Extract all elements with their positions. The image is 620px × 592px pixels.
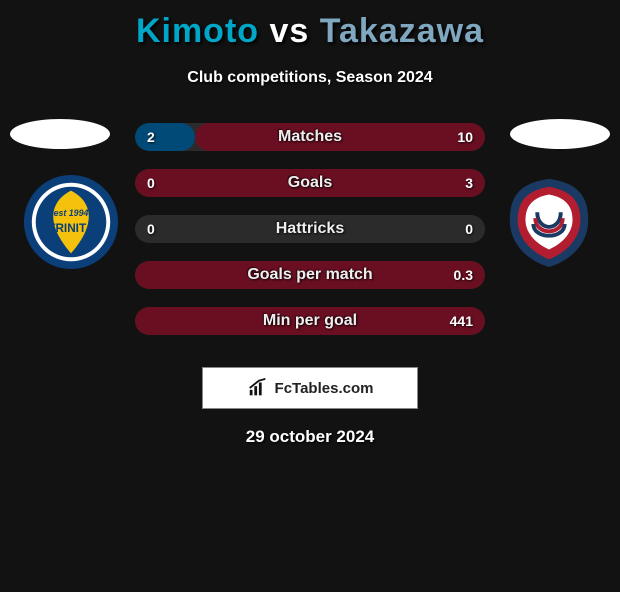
crest-right-icon — [500, 173, 598, 271]
crest-left-icon: est 1994 TRINITA — [22, 173, 120, 271]
comparison-area: est 1994 TRINITA Matches210Goals03Hattri… — [0, 119, 620, 359]
svg-text:est 1994: est 1994 — [54, 208, 89, 218]
stat-row: Matches2 10 — [135, 123, 485, 151]
date-text: 29 october 2024 — [0, 427, 620, 447]
stat-row: Goals0 3 — [135, 169, 485, 197]
stat-value-left: 0 — [147, 169, 155, 197]
chart-icon — [247, 377, 269, 399]
stat-label: Goals — [135, 169, 485, 197]
player1-name: Kimoto — [136, 12, 259, 50]
player2-name: Takazawa — [320, 12, 484, 50]
stat-label: Matches — [135, 123, 485, 151]
stat-label: Goals per match — [135, 261, 485, 289]
stat-value-right: 441 — [450, 307, 473, 335]
stat-value-right: 0 — [465, 215, 473, 243]
stat-row: Goals per match0.3 — [135, 261, 485, 289]
flag-left-icon — [10, 119, 110, 149]
subtitle: Club competitions, Season 2024 — [0, 69, 620, 87]
stat-value-right: 3 — [465, 169, 473, 197]
team-crest-right — [500, 173, 598, 271]
stat-value-right: 0.3 — [454, 261, 473, 289]
stat-label: Min per goal — [135, 307, 485, 335]
stat-value-left: 0 — [147, 215, 155, 243]
stat-value-left: 2 — [147, 123, 155, 151]
page-title: Kimoto vs Takazawa — [0, 12, 620, 51]
stat-row: Hattricks0 0 — [135, 215, 485, 243]
flag-right-icon — [510, 119, 610, 149]
stat-bars: Matches210Goals03Hattricks00Goals per ma… — [135, 123, 485, 353]
stat-row: Min per goal441 — [135, 307, 485, 335]
team-crest-left: est 1994 TRINITA — [22, 173, 120, 271]
svg-text:TRINITA: TRINITA — [48, 222, 94, 235]
stat-label: Hattricks — [135, 215, 485, 243]
vs-text: vs — [270, 12, 310, 50]
attribution-text: FcTables.com — [275, 380, 374, 397]
stat-value-right: 10 — [457, 123, 473, 151]
attribution-badge[interactable]: FcTables.com — [202, 367, 418, 409]
